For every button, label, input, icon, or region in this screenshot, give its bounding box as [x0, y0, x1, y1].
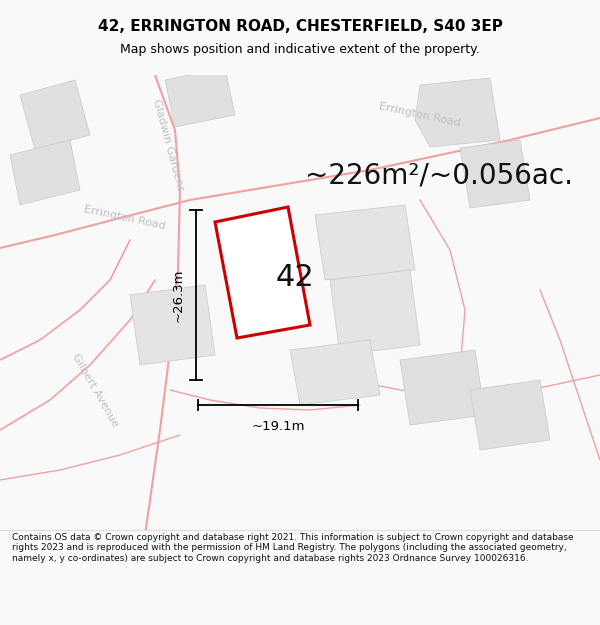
Polygon shape — [470, 380, 550, 450]
Text: ~226m²/~0.056ac.: ~226m²/~0.056ac. — [305, 161, 573, 189]
Text: Map shows position and indicative extent of the property.: Map shows position and indicative extent… — [120, 43, 480, 56]
Polygon shape — [215, 207, 310, 338]
Text: Contains OS data © Crown copyright and database right 2021. This information is : Contains OS data © Crown copyright and d… — [12, 533, 574, 562]
Text: 42, ERRINGTON ROAD, CHESTERFIELD, S40 3EP: 42, ERRINGTON ROAD, CHESTERFIELD, S40 3E… — [98, 19, 502, 34]
Polygon shape — [330, 270, 420, 355]
Text: ~26.3m: ~26.3m — [172, 268, 185, 322]
Text: Errington Road: Errington Road — [379, 101, 461, 129]
Polygon shape — [130, 285, 215, 365]
Text: 42: 42 — [275, 264, 314, 292]
Polygon shape — [10, 140, 80, 205]
Polygon shape — [20, 80, 90, 150]
Text: ~19.1m: ~19.1m — [251, 421, 305, 434]
Polygon shape — [400, 350, 485, 425]
Polygon shape — [415, 78, 500, 147]
Text: Errington Road: Errington Road — [83, 204, 167, 231]
Polygon shape — [315, 205, 415, 280]
Polygon shape — [165, 68, 235, 127]
Polygon shape — [460, 140, 530, 208]
Polygon shape — [290, 340, 380, 405]
Text: Gladwin Gardens: Gladwin Gardens — [151, 98, 185, 192]
Text: Gilbert Avenue: Gilbert Avenue — [70, 352, 120, 428]
